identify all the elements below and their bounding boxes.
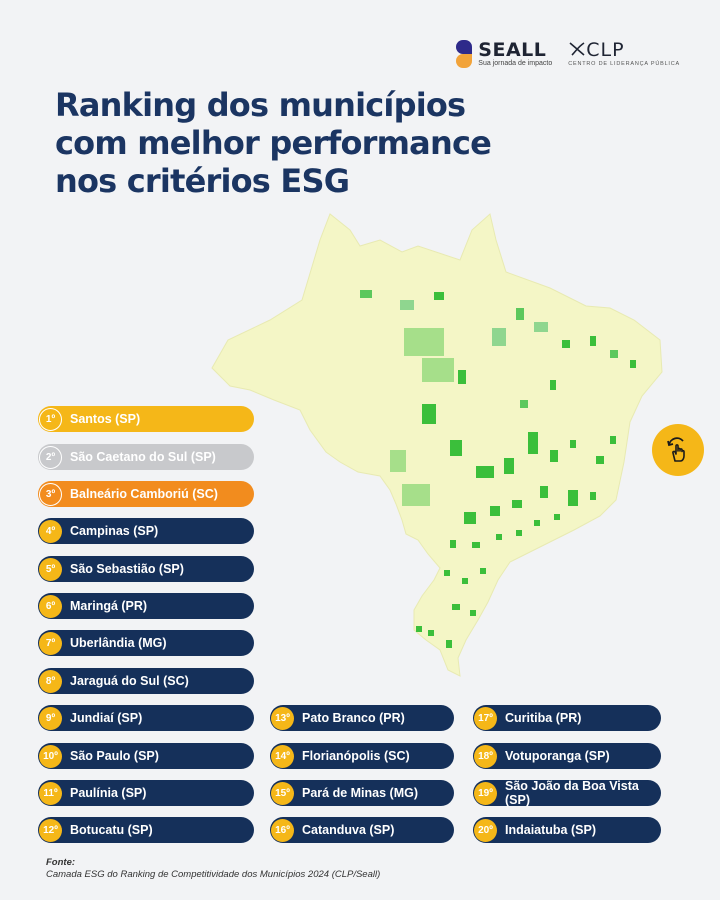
ranking-item-8: 8º Jaraguá do Sul (SC): [38, 668, 254, 694]
source-text: Camada ESG do Ranking de Competitividade…: [46, 869, 381, 880]
ranking-name: Catanduva (SP): [302, 823, 395, 837]
ranking-badge: 6º: [39, 594, 62, 618]
ranking-badge: 5º: [39, 557, 62, 581]
page-title: Ranking dos municípios com melhor perfor…: [55, 86, 535, 200]
ranking-badge: 11º: [39, 781, 62, 805]
source-label: Fonte:: [46, 857, 76, 868]
ranking-name: Votuporanga (SP): [505, 749, 610, 763]
ranking-name: Campinas (SP): [70, 524, 159, 538]
title-line: com melhor performance: [55, 124, 492, 162]
ranking-badge: 3º: [39, 482, 62, 506]
ranking-badge: 13º: [271, 706, 294, 730]
ranking-badge: 2º: [39, 445, 62, 469]
ranking-badge: 9º: [39, 706, 62, 730]
source-note: Fonte: Camada ESG do Ranking de Competit…: [46, 857, 380, 881]
clp-logo: CLP CENTRO DE LIDERANÇA PÚBLICA: [568, 40, 680, 68]
ranking-item-20: 20º Indaiatuba (SP): [473, 817, 661, 843]
municipality-highlights: [360, 290, 636, 648]
ranking-item-18: 18º Votuporanga (SP): [473, 743, 661, 769]
ranking-item-1: 1º Santos (SP): [38, 406, 254, 432]
ranking-item-10: 10º São Paulo (SP): [38, 743, 254, 769]
ranking-item-7: 7º Uberlândia (MG): [38, 630, 254, 656]
swipe-hand-icon[interactable]: [652, 424, 704, 476]
clp-tagline: CENTRO DE LIDERANÇA PÚBLICA: [568, 61, 680, 67]
ranking-item-16: 16º Catanduva (SP): [270, 817, 454, 843]
ranking-item-19: 19º São João da Boa Vista (SP): [473, 779, 661, 807]
ranking-name: São João da Boa Vista (SP): [505, 779, 639, 807]
logos: SEALL Sua jornada de impacto CLP CENTRO …: [456, 40, 680, 68]
ranking-name: Santos (SP): [70, 412, 141, 426]
ranking-badge: 4º: [39, 519, 62, 543]
brazil-shape: [211, 213, 663, 677]
seall-logo-icon: [456, 40, 473, 68]
ranking-name: São Caetano do Sul (SP): [70, 450, 216, 464]
ranking-item-9: 9º Jundiaí (SP): [38, 705, 254, 731]
ranking-item-15: 15º Pará de Minas (MG): [270, 780, 454, 806]
seall-name: SEALL: [478, 39, 547, 61]
ranking-badge: 8º: [39, 669, 62, 693]
ranking-badge: 1º: [39, 407, 62, 431]
seall-logo: SEALL Sua jornada de impacto: [456, 40, 552, 68]
ranking-item-12: 12º Botucatu (SP): [38, 817, 254, 843]
ranking-badge: 16º: [271, 818, 294, 842]
title-line: Ranking dos municípios: [55, 86, 466, 124]
ranking-name: Curitiba (PR): [505, 711, 582, 725]
ranking-name: Balneário Camboriú (SC): [70, 487, 218, 501]
ranking-name: Botucatu (SP): [70, 823, 153, 837]
ranking-item-2: 2º São Caetano do Sul (SP): [38, 444, 254, 470]
ranking-name: São Paulo (SP): [70, 749, 159, 763]
ranking-name: Jundiaí (SP): [70, 711, 143, 725]
ranking-item-6: 6º Maringá (PR): [38, 593, 254, 619]
ranking-item-11: 11º Paulínia (SP): [38, 780, 254, 806]
ranking-badge: 7º: [39, 631, 62, 655]
ranking-badge: 14º: [271, 744, 294, 768]
ranking-badge: 17º: [474, 706, 497, 730]
ranking-item-5: 5º São Sebastião (SP): [38, 556, 254, 582]
clp-logo-icon: [569, 42, 585, 56]
ranking-name: Indaiatuba (SP): [505, 823, 596, 837]
ranking-item-13: 13º Pato Branco (PR): [270, 705, 454, 731]
ranking-badge: 18º: [474, 744, 497, 768]
brazil-map: [211, 213, 663, 677]
ranking-item-17: 17º Curitiba (PR): [473, 705, 661, 731]
ranking-name: Paulínia (SP): [70, 786, 147, 800]
seall-tagline: Sua jornada de impacto: [478, 60, 553, 67]
ranking-badge: 15º: [271, 781, 294, 805]
ranking-badge: 10º: [39, 744, 62, 768]
ranking-name: Maringá (PR): [70, 599, 148, 613]
ranking-name: Pato Branco (PR): [302, 711, 405, 725]
ranking-badge: 19º: [474, 781, 497, 805]
ranking-name: Florianópolis (SC): [302, 749, 410, 763]
title-line: nos critérios ESG: [55, 162, 350, 200]
ranking-item-14: 14º Florianópolis (SC): [270, 743, 454, 769]
ranking-item-4: 4º Campinas (SP): [38, 518, 254, 544]
ranking-name: São Sebastião (SP): [70, 562, 184, 576]
ranking-name: Jaraguá do Sul (SC): [70, 674, 189, 688]
clp-name: CLP: [568, 40, 680, 60]
ranking-badge: 20º: [474, 818, 497, 842]
ranking-item-3: 3º Balneário Camboriú (SC): [38, 481, 254, 507]
ranking-name: Pará de Minas (MG): [302, 786, 418, 800]
swipe-hand-glyph: [667, 437, 685, 462]
ranking-badge: 12º: [39, 818, 62, 842]
ranking-name: Uberlândia (MG): [70, 636, 167, 650]
